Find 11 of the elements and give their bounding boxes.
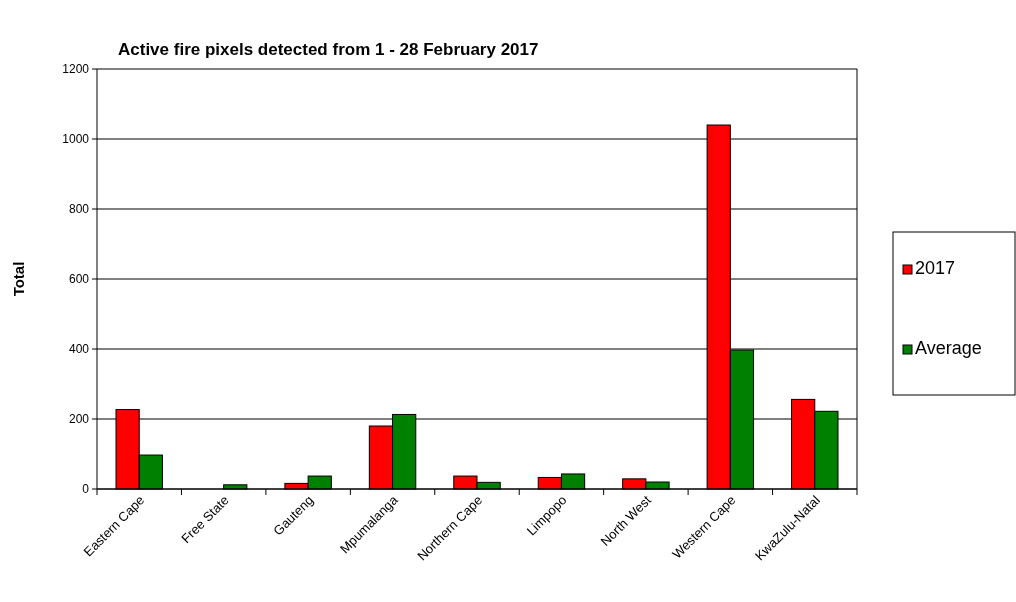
- y-tick-label: 800: [68, 202, 90, 217]
- legend-label: 2017: [915, 258, 956, 278]
- y-tick-label: 600: [68, 272, 90, 287]
- y-tick-label: 1000: [62, 132, 90, 147]
- y-tick-label: 200: [68, 412, 90, 427]
- y-tick-label: 0: [82, 482, 90, 497]
- y-tick-label: 1200: [62, 62, 90, 77]
- legend-label: Average: [915, 338, 982, 358]
- chart-title: Active fire pixels detected from 1 - 28 February 2017: [118, 40, 539, 59]
- y-axis-title: Total: [10, 261, 27, 297]
- y-tick-label: 400: [68, 342, 90, 357]
